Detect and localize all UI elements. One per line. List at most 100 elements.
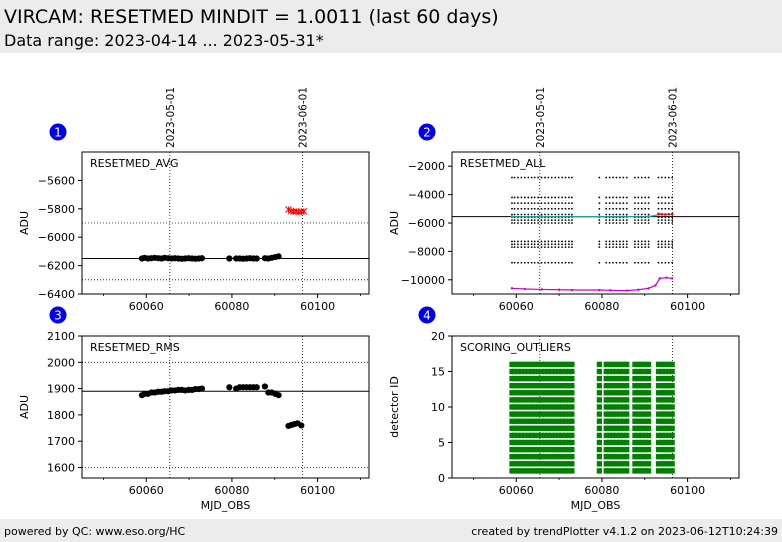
- outlier-detector-mark: [518, 446, 524, 453]
- data-point: [540, 202, 543, 205]
- data-point: [554, 202, 557, 205]
- data-point: [634, 213, 636, 216]
- outlier-detector-mark: [669, 390, 675, 396]
- outlier-detector-mark: [556, 411, 562, 417]
- data-point: [619, 202, 621, 205]
- data-point: [625, 261, 628, 264]
- outlier-detector-mark: [666, 368, 672, 375]
- outlier-detector-mark: [552, 425, 558, 431]
- data-point: [640, 240, 643, 243]
- data-point: [660, 222, 663, 224]
- data-point: [657, 261, 660, 264]
- outlier-detector-mark: [545, 368, 551, 375]
- outlier-detector-mark: [522, 368, 528, 375]
- outlier-detector-mark: [617, 404, 623, 410]
- outlier-detector-mark: [635, 468, 641, 474]
- outlier-detector-mark: [613, 418, 620, 424]
- outlier-detector-mark: [518, 361, 524, 368]
- outlier-detector-mark: [666, 383, 672, 389]
- data-point: [647, 176, 650, 179]
- outlier-detector-mark: [549, 404, 555, 410]
- outlier-detector-mark: [662, 404, 668, 410]
- outlier-detector-mark: [662, 468, 668, 474]
- outlier-detector-mark: [635, 454, 641, 460]
- series-line: [511, 277, 673, 292]
- data-point: [544, 222, 546, 224]
- outlier-detector-mark: [642, 461, 648, 467]
- data-point: [671, 196, 674, 199]
- data-point: [513, 207, 516, 210]
- outlier-detector-mark: [655, 397, 662, 403]
- data-point: [527, 243, 530, 246]
- data-point: [612, 240, 614, 243]
- outlier-detector-mark: [522, 446, 528, 453]
- outlier-detector-mark: [562, 361, 569, 368]
- outlier-detector-mark: [559, 404, 565, 410]
- outlier-detector-mark: [620, 454, 626, 460]
- outlier-detector-mark: [603, 361, 609, 368]
- data-point: [523, 219, 526, 222]
- outlier-detector-mark: [655, 432, 662, 439]
- y-tick-label: 2100: [47, 330, 75, 343]
- outlier-detector-mark: [511, 454, 518, 460]
- data-point: [625, 207, 628, 210]
- data-point: [527, 213, 530, 216]
- data-point: [625, 243, 628, 246]
- outlier-detector-mark: [610, 368, 616, 375]
- outlier-detector-mark: [569, 368, 575, 375]
- data-point: [647, 213, 650, 216]
- outlier-detector-mark: [522, 404, 528, 410]
- data-point: [511, 222, 513, 224]
- data-point: [550, 213, 553, 216]
- outlier-detector-mark: [559, 454, 565, 460]
- outlier-detector-mark: [529, 439, 535, 446]
- outlier-detector-mark: [535, 368, 541, 375]
- y-tick-label: 15: [431, 366, 445, 379]
- data-point: [540, 207, 543, 210]
- outlier-detector-mark: [559, 446, 565, 453]
- date-marker-label: 2023-06-01: [668, 87, 680, 148]
- data-point: [568, 222, 570, 224]
- y-tick-label: −2000: [408, 160, 445, 173]
- outlier-detector-mark: [549, 432, 555, 439]
- outlier-detector-mark: [549, 383, 555, 389]
- outlier-detector-mark: [562, 368, 569, 375]
- data-point: [637, 240, 640, 243]
- data-point: [671, 219, 674, 222]
- data-point: [523, 240, 526, 243]
- outlier-detector-mark: [646, 418, 652, 424]
- outlier-detector-mark: [545, 468, 551, 474]
- data-point: [554, 176, 557, 179]
- outlier-detector-mark: [549, 397, 555, 403]
- outlier-detector-mark: [511, 439, 518, 446]
- outlier-detector-mark: [607, 411, 613, 417]
- outlier-detector-mark: [617, 432, 623, 439]
- data-point: [664, 207, 667, 210]
- outlier-detector-mark: [552, 432, 558, 439]
- outlier-detector-mark: [632, 368, 638, 375]
- data-point: [510, 215, 514, 218]
- data-point: [605, 202, 608, 205]
- outlier-detector-mark: [549, 411, 555, 417]
- outlier-detector-mark: [535, 375, 541, 382]
- outlier-detector-mark: [659, 425, 665, 431]
- outlier-detector-mark: [620, 439, 626, 446]
- outlier-detector-mark: [518, 454, 524, 460]
- data-point: [609, 289, 612, 292]
- outlier-detector-mark: [666, 461, 672, 467]
- outlier-detector-mark: [646, 425, 652, 431]
- outlier-detector-mark: [566, 404, 572, 410]
- data-point: [634, 202, 636, 205]
- data-point: [598, 219, 601, 222]
- data-point: [625, 176, 628, 179]
- outlier-detector-mark: [666, 468, 672, 474]
- data-point: [547, 240, 550, 243]
- outlier-detector-mark: [529, 461, 535, 467]
- outlier-detector-mark: [559, 461, 565, 467]
- data-point: [664, 196, 667, 199]
- outlier-detector-mark: [655, 446, 662, 453]
- outlier-detector-mark: [569, 361, 575, 368]
- data-point: [615, 240, 618, 243]
- y-tick-label: −6000: [408, 217, 445, 230]
- outlier-detector-mark: [518, 418, 524, 424]
